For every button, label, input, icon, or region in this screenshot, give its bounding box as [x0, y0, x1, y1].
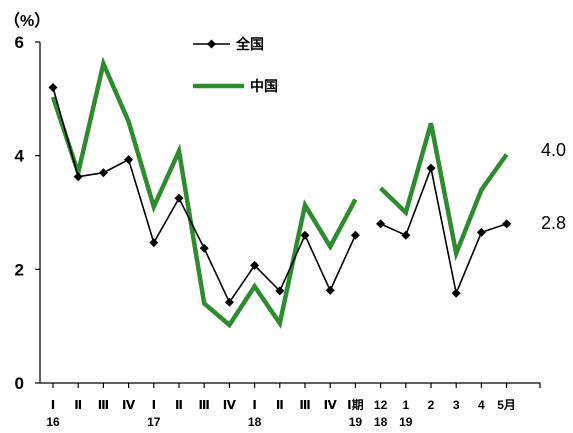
- series-line-national: [380, 165, 507, 296]
- y-axis-unit-label: （%）: [4, 12, 50, 30]
- x-year-label: 18: [248, 415, 262, 428]
- x-tick-label: 3: [453, 398, 460, 412]
- series-line-china: [50, 56, 358, 329]
- x-tick-label: Ⅳ: [324, 398, 338, 412]
- x-tick-label: Ⅲ: [98, 398, 109, 412]
- data-point-national: [325, 285, 335, 295]
- x-tick-label: 12: [374, 398, 388, 412]
- x-tick-label: Ⅱ: [276, 398, 284, 412]
- x-year-label: 19: [399, 415, 413, 428]
- legend-label-china: 中国: [250, 78, 278, 94]
- x-tick-label: Ⅳ: [223, 398, 237, 412]
- x-tick-label: 1: [402, 398, 409, 412]
- x-tick-label: Ⅱ: [175, 398, 183, 412]
- x-tick-label: 5月: [497, 398, 516, 412]
- data-point-national: [275, 286, 285, 296]
- data-point-national: [149, 238, 159, 248]
- x-tick-label: Ⅰ: [252, 398, 256, 412]
- x-year-label: 17: [147, 415, 161, 428]
- x-tick-label: 4: [478, 398, 485, 412]
- data-point-national: [426, 163, 436, 173]
- data-point-national: [250, 260, 260, 270]
- data-point-national: [48, 82, 58, 92]
- data-point-national: [476, 227, 486, 237]
- data-point-national: [124, 155, 134, 165]
- data-point-national: [376, 219, 386, 229]
- end-label-china: 4.0: [541, 140, 566, 160]
- end-label-national: 2.8: [541, 213, 566, 233]
- x-tick-label: Ⅰ: [51, 398, 55, 412]
- x-year-label: 19: [349, 415, 363, 428]
- y-tick-label: 2: [15, 260, 24, 279]
- data-point-national: [451, 288, 461, 298]
- series-layer: [48, 56, 512, 329]
- legend-label-national: 全国: [235, 36, 264, 52]
- data-point-national: [224, 297, 234, 307]
- data-point-national: [350, 230, 360, 240]
- data-point-national: [174, 193, 184, 203]
- legend: 全国 中国: [193, 36, 278, 94]
- x-tick-label: 2: [428, 398, 435, 412]
- data-point-national: [98, 168, 108, 178]
- x-year-label: 18: [374, 415, 388, 428]
- data-point-national: [300, 230, 310, 240]
- data-point-national: [502, 219, 512, 229]
- x-tick-label: Ⅱ: [74, 398, 82, 412]
- x-tick-label: Ⅲ: [299, 398, 310, 412]
- x-tick-label: Ⅳ: [122, 398, 136, 412]
- series-line-national: [52, 87, 357, 304]
- y-tick-label: 4: [15, 147, 25, 166]
- data-point-national: [199, 243, 209, 253]
- x-tick-label: Ⅲ: [199, 398, 210, 412]
- x-tick-label: Ⅰ期: [347, 397, 363, 412]
- legend-marker-national: [207, 39, 216, 49]
- data-point-national: [73, 172, 83, 182]
- data-point-national: [401, 230, 411, 240]
- x-tick-label: Ⅰ: [152, 398, 156, 412]
- y-tick-label: 0: [15, 374, 24, 393]
- series-line-china: [379, 122, 509, 262]
- y-tick-label: 6: [15, 33, 24, 52]
- x-year-label: 16: [46, 415, 60, 428]
